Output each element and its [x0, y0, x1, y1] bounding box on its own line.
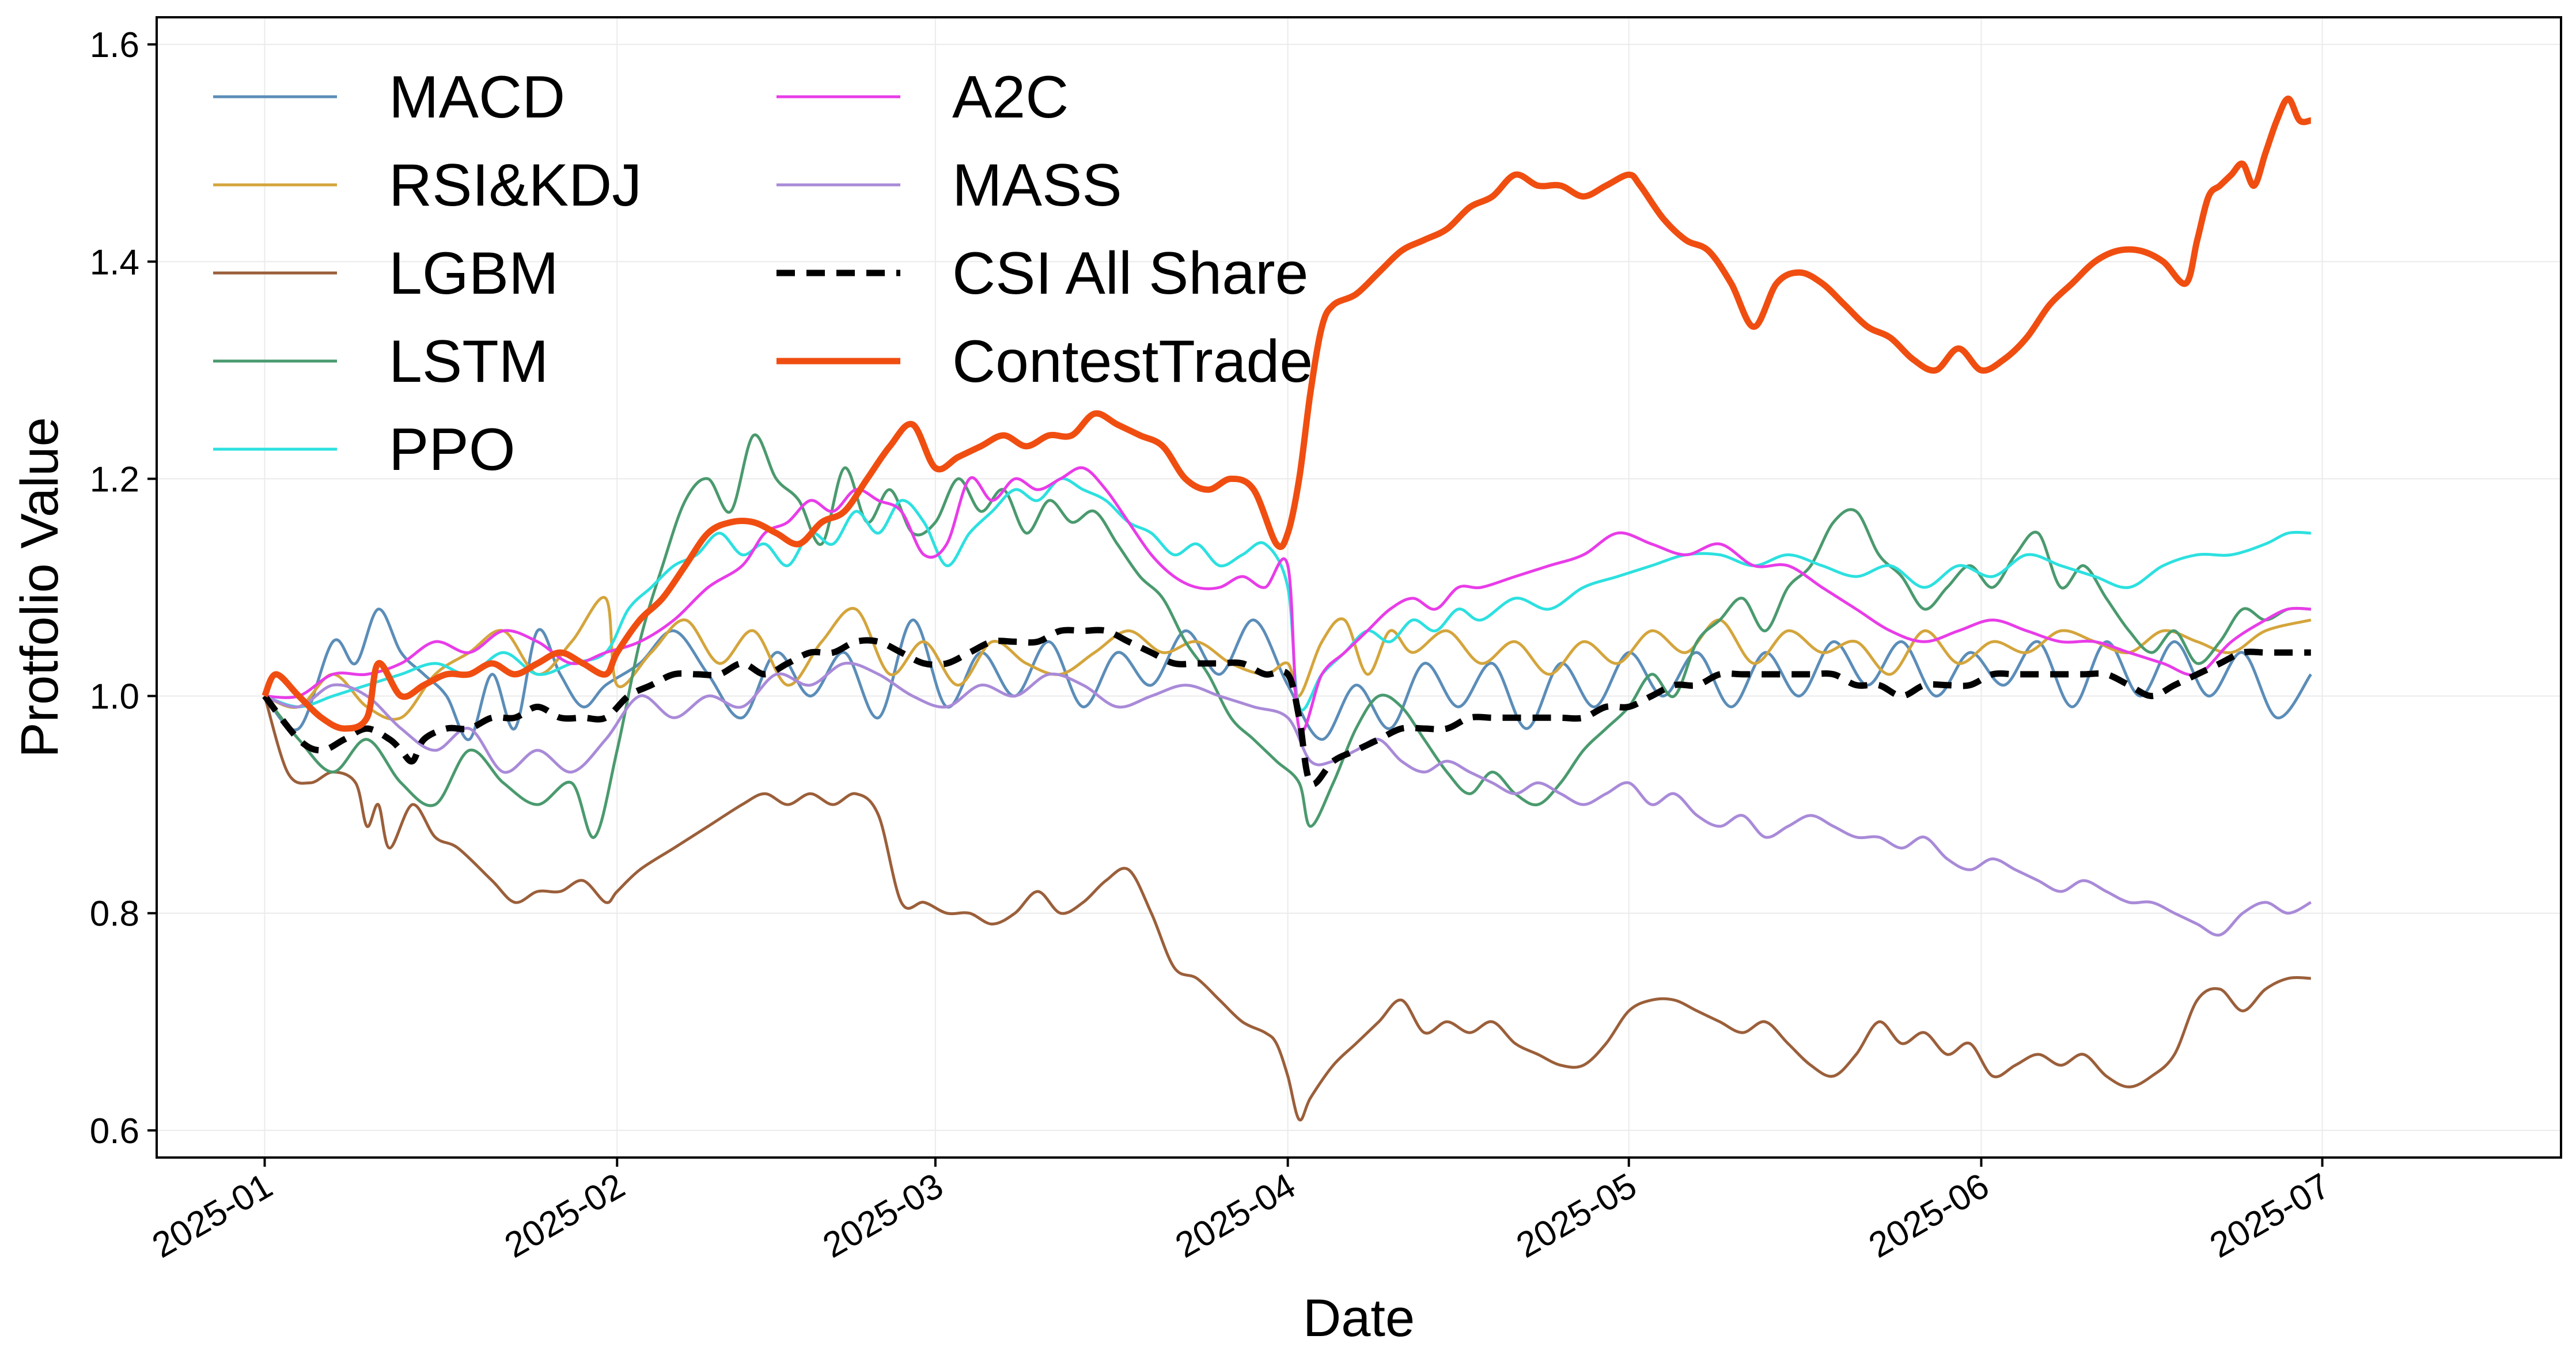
x-tick-label: 2025-07	[2203, 1166, 2337, 1266]
series-line-macd	[263, 608, 2312, 741]
series-line-a2c	[264, 466, 2311, 734]
y-tick-label: 1.2	[90, 460, 139, 499]
legend-label-a2c: A2C	[952, 64, 1069, 131]
x-tick-label: 2025-02	[498, 1166, 632, 1266]
x-tick-label: 2025-01	[146, 1166, 279, 1266]
x-axis: 2025-01 2025-02 2025-03 2025-04 2025-05 2025-…	[146, 1158, 2337, 1266]
y-tick-label: 1.6	[90, 25, 139, 65]
legend-label-mass: MASS	[952, 152, 1122, 219]
legend: MACD RSI&KDJ LGBM LSTM PPO A2C MASS CSI All Sha…	[213, 64, 1313, 483]
series-line-csi-all-share	[262, 627, 2311, 788]
plot-frame	[156, 16, 2562, 1159]
y-tick-label: 0.8	[90, 894, 139, 934]
series-line-rsi-kdj	[264, 595, 2312, 721]
series-line-lgbm	[263, 695, 2311, 1122]
legend-label-lstm: LSTM	[389, 328, 548, 395]
y-tick-label: 0.6	[90, 1111, 139, 1151]
x-tick-label: 2025-04	[1169, 1166, 1302, 1266]
series-line-mass	[264, 662, 2312, 937]
y-axis-label: Protfolio Value	[10, 417, 69, 758]
legend-label-csi-all-share: CSI All Share	[952, 240, 1309, 307]
legend-label-contesttrade: ContestTrade	[952, 328, 1313, 395]
x-tick-label: 2025-03	[816, 1166, 950, 1266]
y-tick-label: 1.0	[90, 677, 139, 717]
legend-label-rsi-kdj: RSI&KDJ	[389, 152, 642, 219]
legend-label-macd: MACD	[389, 64, 565, 131]
x-axis-label: Date	[1303, 1289, 1415, 1348]
series-lines	[262, 95, 2312, 1122]
series-line-lstm	[263, 433, 2311, 839]
x-tick-label: 2025-05	[1510, 1166, 1643, 1266]
x-tick-label: 2025-06	[1862, 1166, 1996, 1266]
y-tick-label: 1.4	[90, 242, 139, 282]
legend-label-ppo: PPO	[389, 416, 516, 483]
series-line-contesttrade	[262, 95, 2312, 732]
y-axis: 0.6 0.8 1.0 1.2 1.4 1.6	[90, 25, 157, 1151]
gridlines	[157, 17, 2561, 1158]
series-line-ppo	[264, 477, 2311, 712]
legend-label-lgbm: LGBM	[389, 240, 559, 307]
